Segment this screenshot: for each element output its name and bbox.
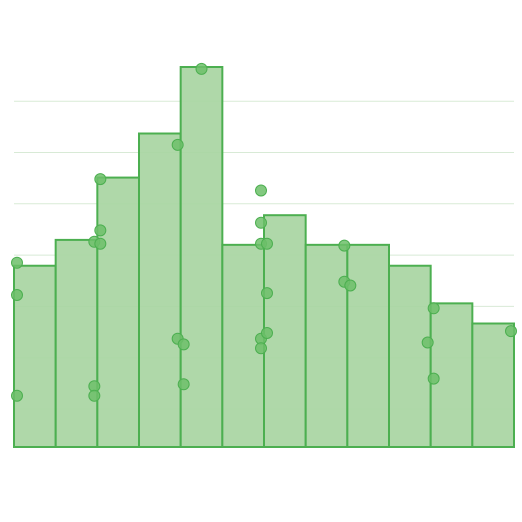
data-marker: [344, 279, 357, 292]
bar: [346, 243, 390, 448]
data-marker: [11, 256, 23, 269]
data-marker: [255, 342, 267, 355]
data-marker: [427, 372, 440, 385]
data-marker: [338, 239, 351, 252]
data-marker: [195, 62, 208, 75]
bar: [96, 176, 140, 449]
bar: [179, 66, 224, 448]
data-marker: [505, 325, 517, 338]
data-marker: [171, 138, 184, 151]
data-marker: [261, 287, 273, 300]
bar: [304, 243, 349, 448]
data-marker: [177, 338, 190, 351]
data-marker: [255, 184, 267, 197]
data-marker: [177, 378, 190, 391]
data-marker: [11, 289, 23, 301]
bar: [138, 132, 182, 448]
data-marker: [421, 336, 434, 349]
data-marker: [94, 237, 107, 250]
bar: [54, 238, 99, 448]
bar: [471, 322, 515, 448]
data-marker: [261, 237, 273, 250]
data-marker: [94, 224, 107, 237]
data-marker: [94, 173, 107, 186]
data-marker: [11, 389, 23, 402]
data-markers: [11, 62, 517, 402]
data-marker: [88, 389, 101, 402]
data-marker: [255, 216, 267, 229]
data-marker: [427, 302, 440, 315]
data-marker: [261, 327, 273, 339]
bar: [388, 264, 432, 448]
bar: [221, 243, 265, 448]
